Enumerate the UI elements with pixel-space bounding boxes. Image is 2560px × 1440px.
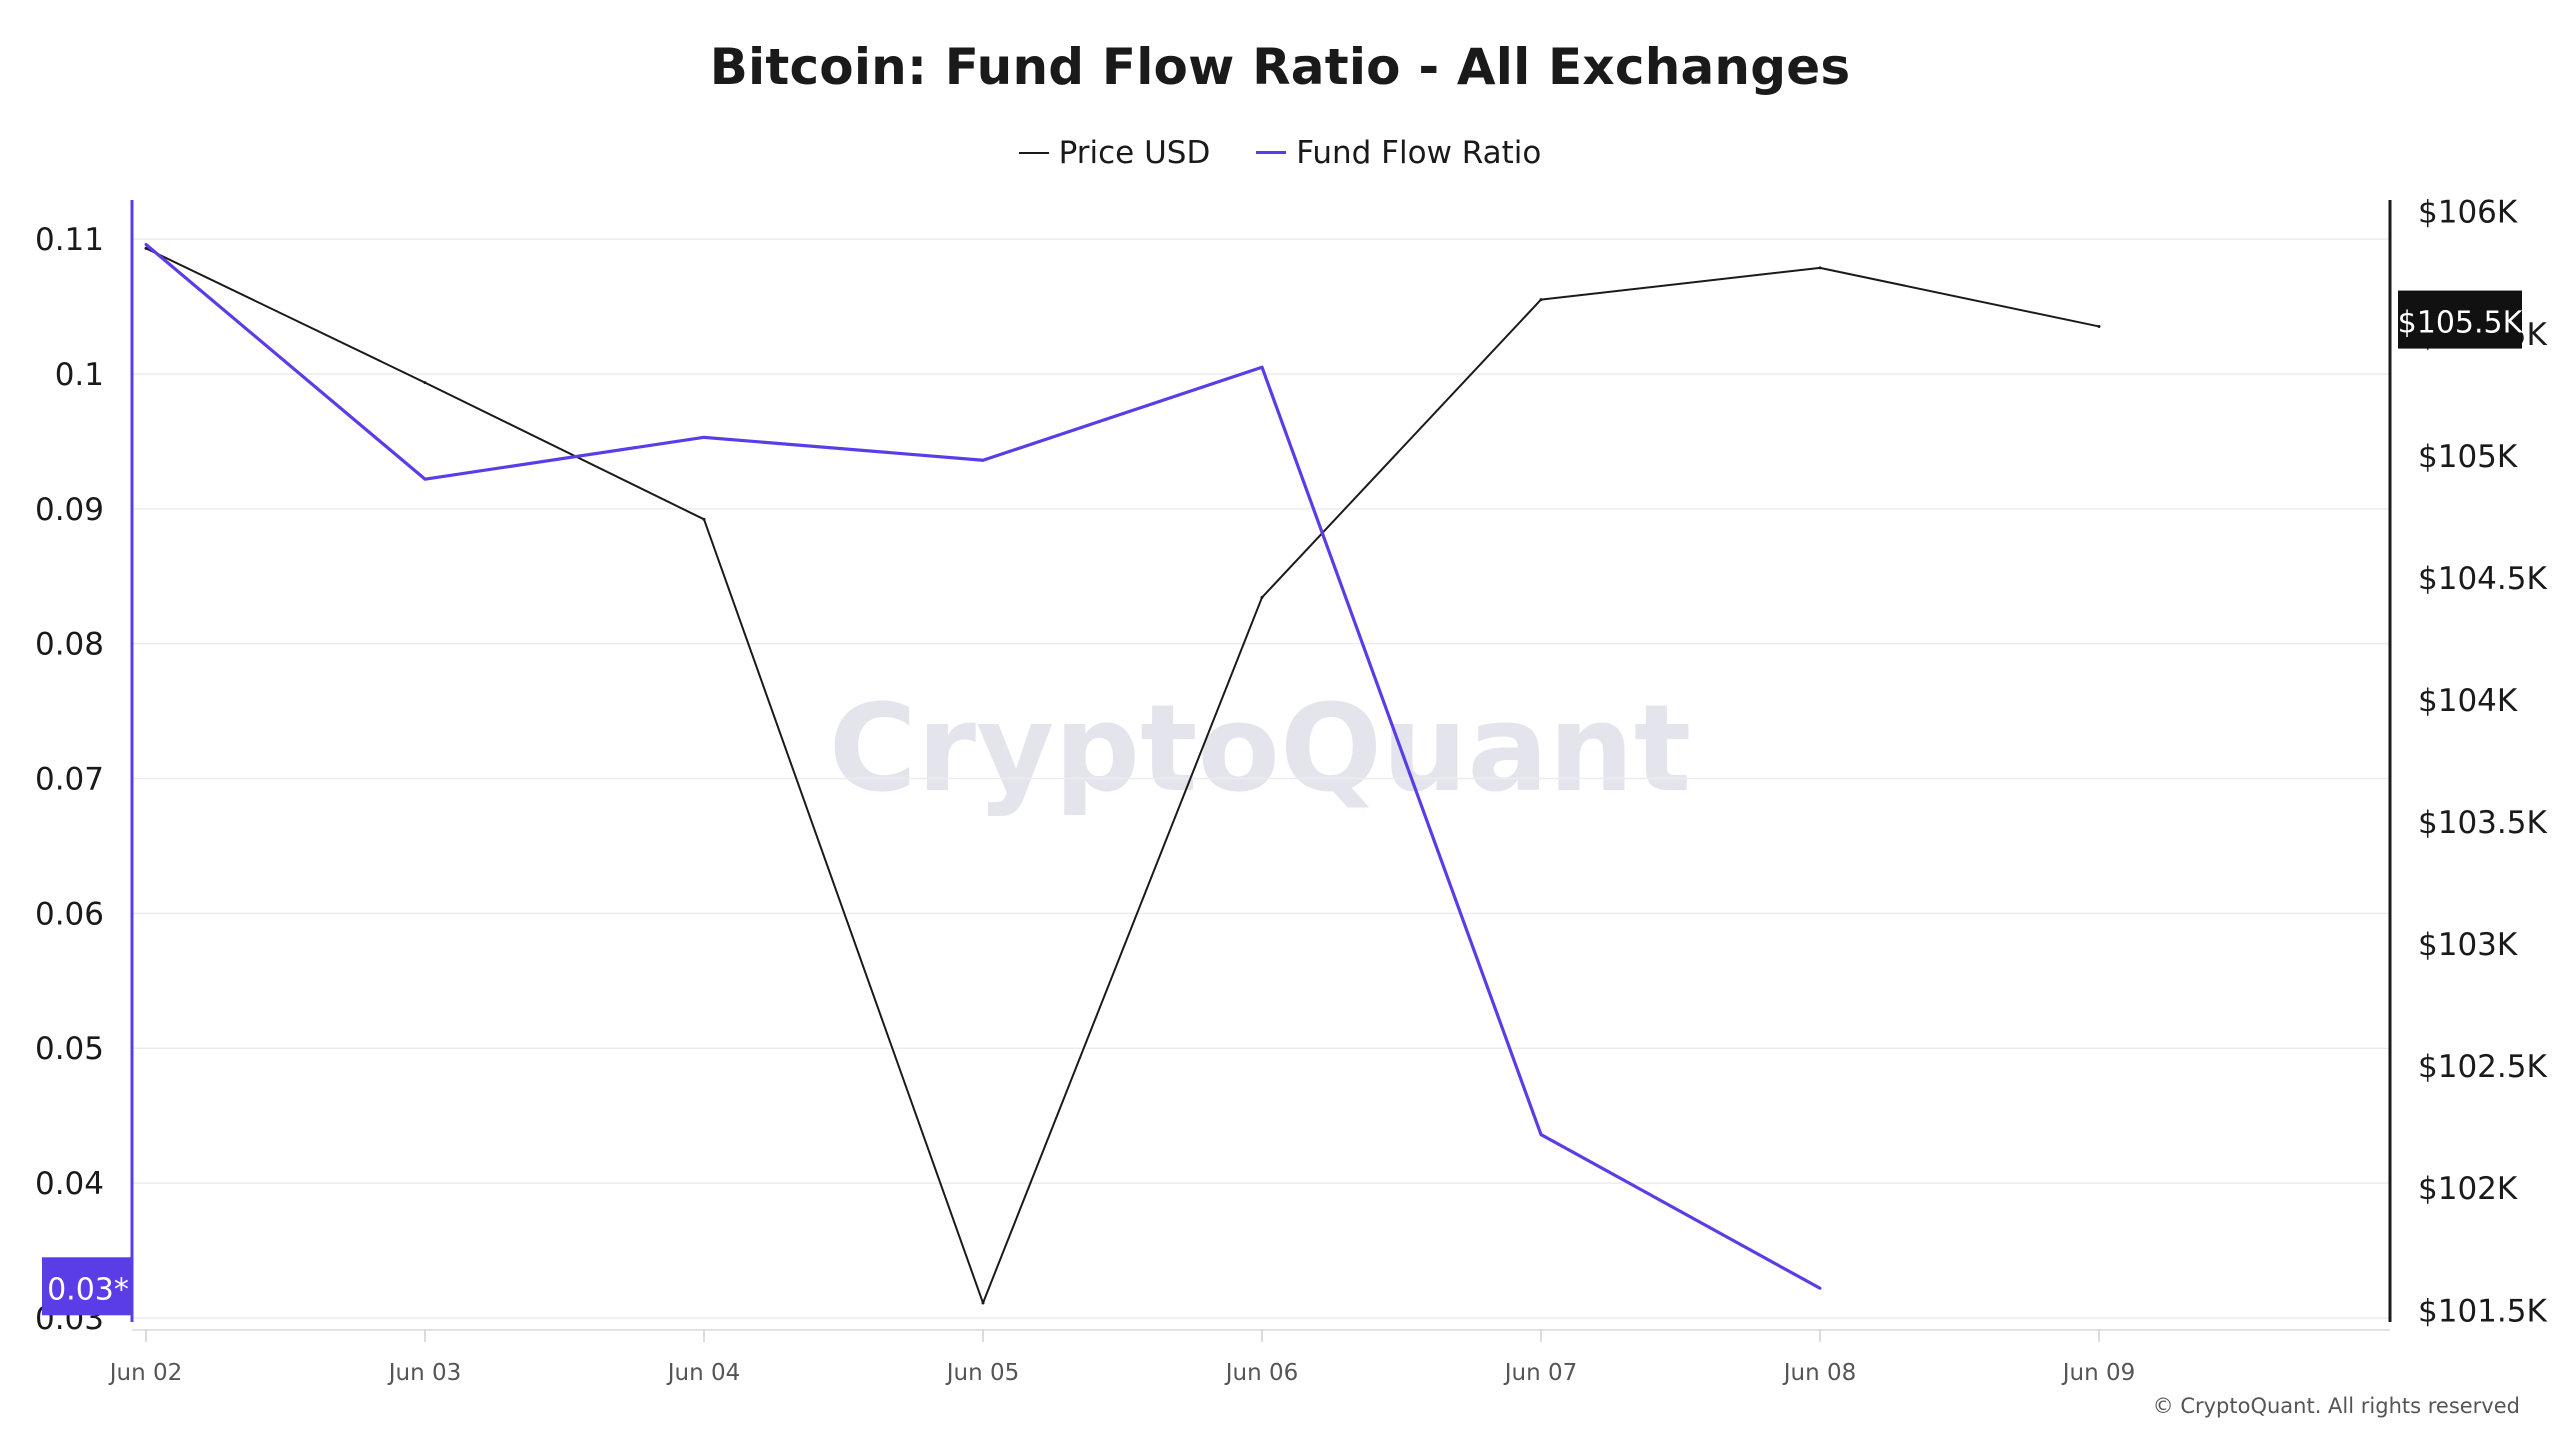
- price-value-badge-label: $105.5K: [2398, 306, 2524, 341]
- price-usd-point-2[interactable]: [702, 517, 706, 521]
- legend: Price USD Fund Flow Ratio: [0, 126, 2560, 171]
- fund-flow-value-badge: [42, 1257, 132, 1316]
- fund-flow-ratio-point-4[interactable]: [1260, 365, 1264, 369]
- price-usd-point-3[interactable]: [981, 1301, 985, 1305]
- y-left-tick-label: 0.04: [35, 1166, 104, 1202]
- legend-label-price: Price USD: [1058, 135, 1211, 171]
- fund-flow-ratio-point-2[interactable]: [702, 435, 706, 439]
- x-tick-label: Jun 02: [108, 1360, 183, 1386]
- chart-title: Bitcoin: Fund Flow Ratio - All Exchanges: [709, 38, 1851, 96]
- x-tick-label: Jun 07: [1503, 1360, 1578, 1386]
- x-tick-label: Jun 05: [945, 1360, 1020, 1386]
- x-tick-label: Jun 03: [387, 1360, 462, 1386]
- y-right-tick-label: $104.5K: [2418, 561, 2547, 597]
- y-right-tick-label: $102.5K: [2418, 1049, 2547, 1085]
- fund-flow-ratio-point-6[interactable]: [1818, 1286, 1822, 1290]
- legend-label-fund-flow: Fund Flow Ratio: [1296, 134, 1542, 171]
- fund-flow-value-badge-label: 0.03*: [47, 1272, 129, 1307]
- fund-flow-ratio-point-1[interactable]: [423, 477, 427, 481]
- y-left-tick-label: 0.08: [35, 627, 104, 663]
- x-tick-label: Jun 06: [1224, 1360, 1299, 1386]
- series-layer: [144, 243, 2101, 1305]
- badges: 0.03* $105.5K: [42, 290, 2524, 1316]
- price-usd-point-6[interactable]: [1818, 266, 1822, 270]
- legend-item-fund-flow[interactable]: Fund Flow Ratio: [1256, 135, 1541, 171]
- y-left-tick-label: 0.09: [35, 492, 104, 528]
- y-left-tick-label: 0.1: [55, 357, 104, 393]
- price-value-badge: [2398, 290, 2522, 349]
- y-right-tick-label: $106K: [2418, 195, 2518, 231]
- footer-copyright: © CryptoQuant. All rights reserved: [2152, 1394, 2520, 1418]
- fund-flow-ratio-point-0[interactable]: [144, 243, 148, 247]
- grid: [132, 238, 2390, 1319]
- x-tick-label: Jun 08: [1782, 1360, 1857, 1386]
- y-right-tick-label: $103K: [2418, 927, 2518, 963]
- y-left-tick-label: 0.11: [35, 222, 104, 258]
- x-tick-label: Jun 09: [2061, 1360, 2136, 1386]
- price-usd-point-5[interactable]: [1539, 298, 1543, 302]
- fund-flow-ratio-point-5[interactable]: [1539, 1133, 1543, 1137]
- y-left-tick-label: 0.06: [35, 896, 104, 932]
- legend-item-price[interactable]: Price USD: [1018, 135, 1211, 171]
- y-right-tick-label: $103.5K: [2418, 805, 2547, 841]
- y-left-tick-label: 0.05: [35, 1031, 104, 1067]
- price-usd-point-1[interactable]: [423, 381, 427, 385]
- price-usd-point-7[interactable]: [2097, 324, 2101, 328]
- x-tick-label: Jun 04: [666, 1360, 741, 1386]
- y-left-tick-label: 0.07: [35, 762, 104, 798]
- y-right-tick-label: $105K: [2418, 439, 2518, 475]
- price-usd-point-4[interactable]: [1260, 595, 1264, 599]
- legend-swatch-fund-flow: [1256, 151, 1287, 154]
- price-usd-point-0[interactable]: [144, 246, 148, 250]
- y-right-tick-label: $101.5K: [2418, 1293, 2547, 1329]
- price-usd-line: [145, 247, 2100, 1304]
- legend-swatch-price: [1018, 152, 1049, 154]
- watermark: CryptoQuant: [829, 680, 1691, 819]
- y-right-tick-label: $102K: [2418, 1171, 2518, 1207]
- y-right-tick-label: $104K: [2418, 683, 2518, 719]
- fund-flow-ratio-point-3[interactable]: [981, 458, 985, 462]
